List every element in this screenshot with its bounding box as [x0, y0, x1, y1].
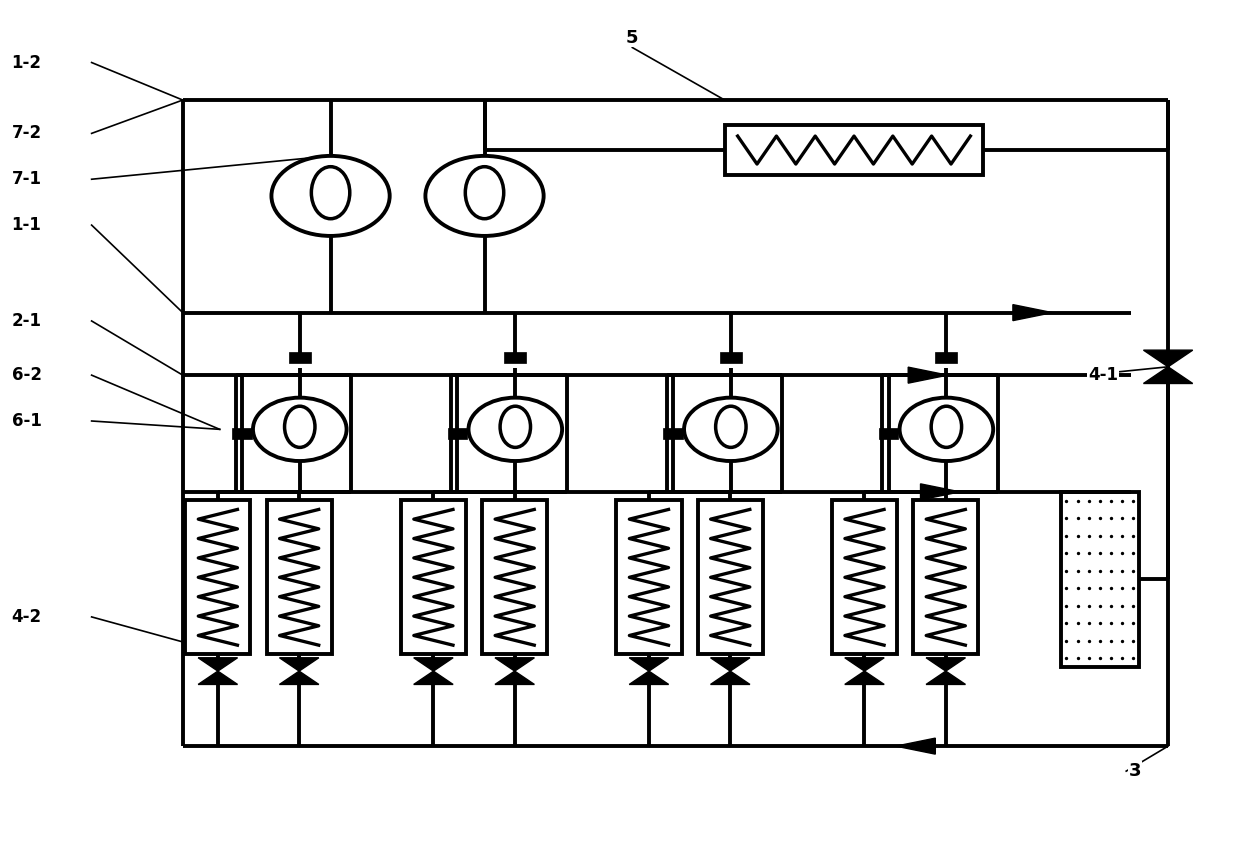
Polygon shape — [198, 671, 238, 685]
Bar — [698, 500, 763, 654]
Polygon shape — [495, 671, 534, 685]
Polygon shape — [926, 671, 966, 685]
Bar — [448, 428, 467, 439]
Polygon shape — [629, 658, 668, 671]
Polygon shape — [844, 658, 884, 671]
Bar — [232, 428, 252, 439]
Polygon shape — [711, 671, 750, 685]
Bar — [505, 352, 527, 364]
Text: 7-2: 7-2 — [11, 125, 42, 142]
Polygon shape — [279, 658, 319, 671]
Polygon shape — [414, 658, 453, 671]
Bar — [616, 500, 682, 654]
Bar — [267, 500, 332, 654]
Bar — [913, 500, 978, 654]
Bar — [185, 500, 250, 654]
Bar — [879, 428, 898, 439]
Bar — [832, 500, 897, 654]
Polygon shape — [414, 671, 453, 685]
Bar — [719, 352, 742, 364]
Bar — [289, 352, 311, 364]
Polygon shape — [908, 367, 947, 383]
Text: 5: 5 — [626, 29, 639, 46]
Text: 1-1: 1-1 — [11, 216, 41, 234]
Bar — [401, 500, 466, 654]
Bar — [482, 500, 547, 654]
Polygon shape — [495, 658, 534, 671]
Polygon shape — [198, 658, 238, 671]
Text: 4-1: 4-1 — [1087, 366, 1118, 384]
Polygon shape — [926, 658, 966, 671]
Polygon shape — [1143, 350, 1193, 367]
Polygon shape — [844, 671, 884, 685]
Polygon shape — [629, 671, 668, 685]
Polygon shape — [1143, 367, 1193, 383]
Polygon shape — [711, 658, 750, 671]
Bar — [1061, 492, 1138, 667]
Polygon shape — [279, 671, 319, 685]
Bar — [724, 125, 983, 175]
Text: 6-1: 6-1 — [11, 412, 41, 430]
Text: 6-2: 6-2 — [11, 366, 42, 384]
Text: 7-1: 7-1 — [11, 170, 42, 189]
Bar — [935, 352, 957, 364]
Polygon shape — [895, 738, 935, 754]
Text: 3: 3 — [1128, 762, 1141, 781]
Bar — [663, 428, 683, 439]
Text: 1-2: 1-2 — [11, 54, 42, 72]
Polygon shape — [1013, 305, 1053, 321]
Text: 2-1: 2-1 — [11, 312, 42, 330]
Text: 4-2: 4-2 — [11, 608, 42, 626]
Polygon shape — [920, 484, 960, 500]
